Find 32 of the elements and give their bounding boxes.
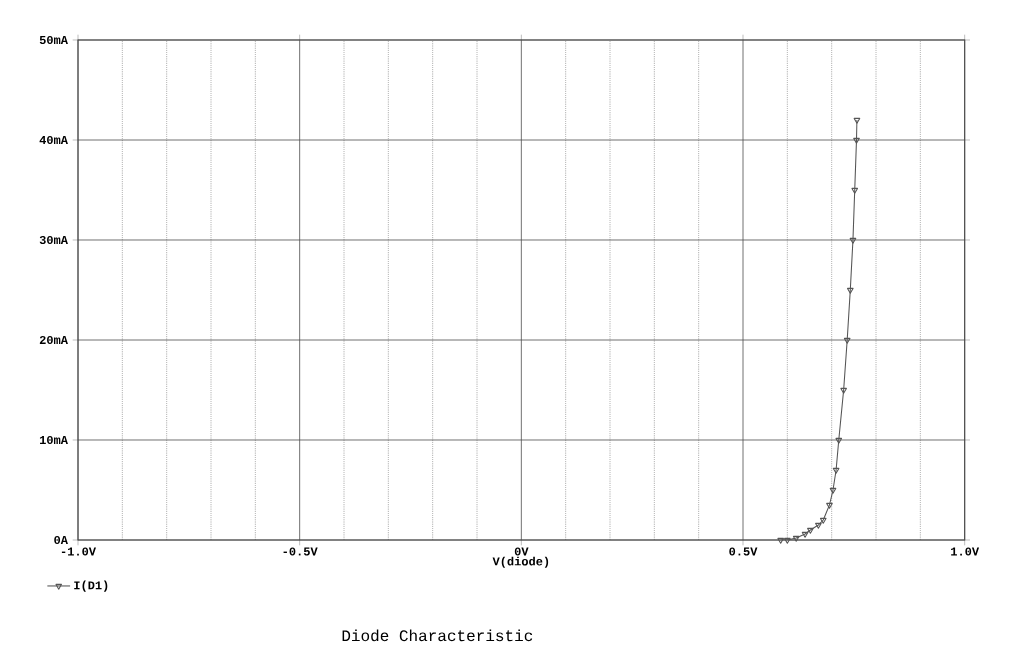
x-tick-label: -1.0V xyxy=(61,547,96,556)
y-tick-label: 20mA xyxy=(39,335,68,345)
y-tick-label: 30mA xyxy=(39,235,68,245)
point xyxy=(801,531,809,538)
point xyxy=(815,522,822,529)
x-tick-label: 0.5V xyxy=(729,547,758,556)
point xyxy=(784,537,791,544)
point xyxy=(835,437,843,444)
point xyxy=(829,487,837,494)
x-axis-title: V(diode) xyxy=(492,556,549,568)
point xyxy=(851,187,859,194)
y-tick-label: 0A xyxy=(54,535,68,545)
point xyxy=(792,535,800,542)
point xyxy=(840,387,847,394)
point xyxy=(777,537,784,544)
y-tick-label: 50mA xyxy=(39,35,68,45)
legend-label: I(D1) xyxy=(74,580,108,592)
point xyxy=(849,237,857,244)
point xyxy=(819,517,827,524)
text: Diode Characteristic xyxy=(342,629,533,642)
point xyxy=(826,502,833,509)
point xyxy=(853,117,861,124)
point xyxy=(846,287,854,294)
point xyxy=(853,137,860,144)
point xyxy=(832,467,840,474)
y-tick-label: 40mA xyxy=(39,135,68,145)
point xyxy=(843,337,851,344)
y-tick-label: 10mA xyxy=(39,435,68,445)
x-tick-label: 0V xyxy=(514,547,529,556)
x-tick-label: -0.5V xyxy=(283,547,318,556)
point xyxy=(807,527,814,534)
x-tick-label: 1.0V xyxy=(951,547,980,556)
